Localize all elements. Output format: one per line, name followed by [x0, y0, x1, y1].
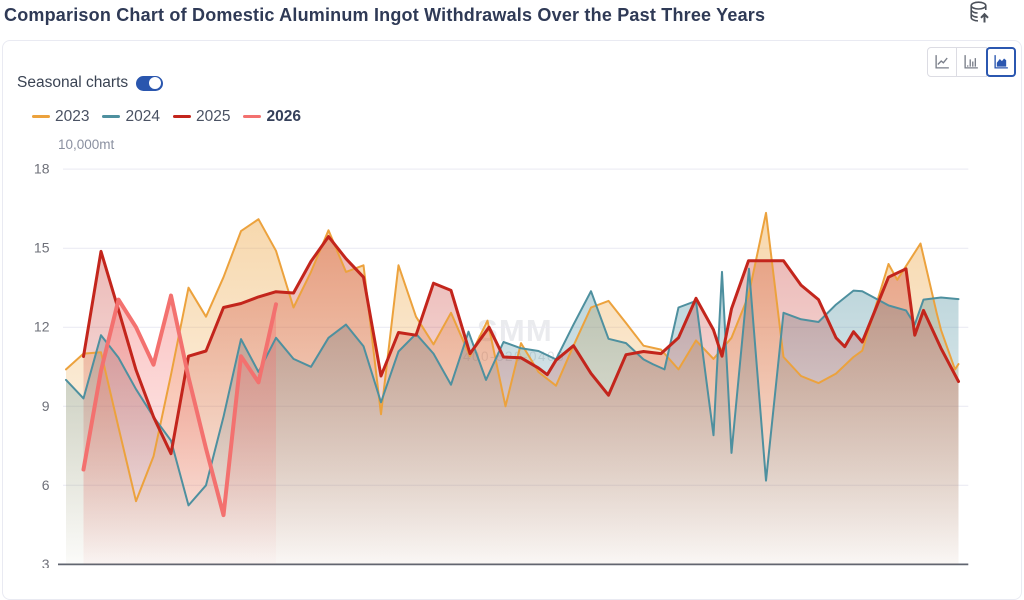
svg-text:18: 18	[34, 161, 50, 177]
svg-text:6: 6	[42, 477, 50, 493]
svg-text:12: 12	[34, 319, 50, 335]
svg-text:3: 3	[42, 556, 50, 568]
svg-text:15: 15	[34, 240, 50, 256]
svg-text:9: 9	[42, 398, 50, 414]
